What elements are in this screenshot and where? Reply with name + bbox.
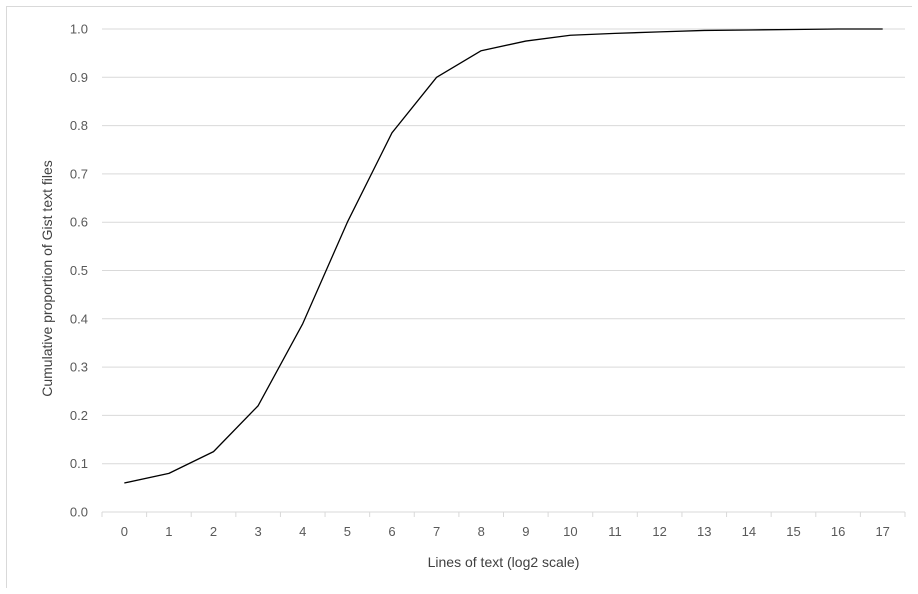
x-tick-label: 3	[255, 524, 262, 539]
y-tick-label: 0.5	[70, 263, 88, 278]
x-tick-label: 10	[563, 524, 577, 539]
x-tick-label: 9	[522, 524, 529, 539]
x-tick-label: 5	[344, 524, 351, 539]
y-axis-title: Cumulative proportion of Gist text files	[39, 160, 55, 397]
x-tick-label: 13	[697, 524, 711, 539]
series-line	[124, 28, 883, 484]
axes	[101, 511, 906, 517]
y-tick-label: 0.4	[70, 311, 88, 326]
x-tick-label: 2	[210, 524, 217, 539]
x-tick-label: 4	[299, 524, 306, 539]
series-layer	[124, 28, 883, 484]
y-tick-label: 0.3	[70, 360, 88, 375]
x-tick-label: 17	[875, 524, 889, 539]
y-tick-label: 0.9	[70, 70, 88, 85]
x-tick-label: 0	[121, 524, 128, 539]
x-tick-labels: 0 1 2 3 4 5 6 7 8 9 10 11 12 13 14 15 16 17	[121, 524, 890, 539]
y-tick-label: 0.2	[70, 408, 88, 423]
x-tick-label: 8	[478, 524, 485, 539]
y-tick-label: 0.0	[70, 505, 88, 520]
x-tick-label: 7	[433, 524, 440, 539]
x-tick-label: 12	[652, 524, 666, 539]
x-tick-label: 15	[786, 524, 800, 539]
x-axis-title: Lines of text (log2 scale)	[428, 554, 580, 570]
y-tick-label: 1.0	[70, 22, 88, 37]
x-tick-label: 6	[388, 524, 395, 539]
y-tick-label: 0.1	[70, 456, 88, 471]
y-tick-label: 0.7	[70, 166, 88, 181]
x-tick-label: 11	[608, 524, 622, 539]
x-tick-label: 1	[165, 524, 172, 539]
x-tick-label: 16	[831, 524, 845, 539]
y-tick-label: 0.6	[70, 215, 88, 230]
y-tick-labels: 0.0 0.1 0.2 0.3 0.4 0.5 0.6 0.7 0.8 0.9 1.0	[70, 22, 88, 520]
y-tick-label: 0.8	[70, 118, 88, 133]
gridlines	[102, 28, 905, 465]
x-tick-label: 14	[742, 524, 756, 539]
